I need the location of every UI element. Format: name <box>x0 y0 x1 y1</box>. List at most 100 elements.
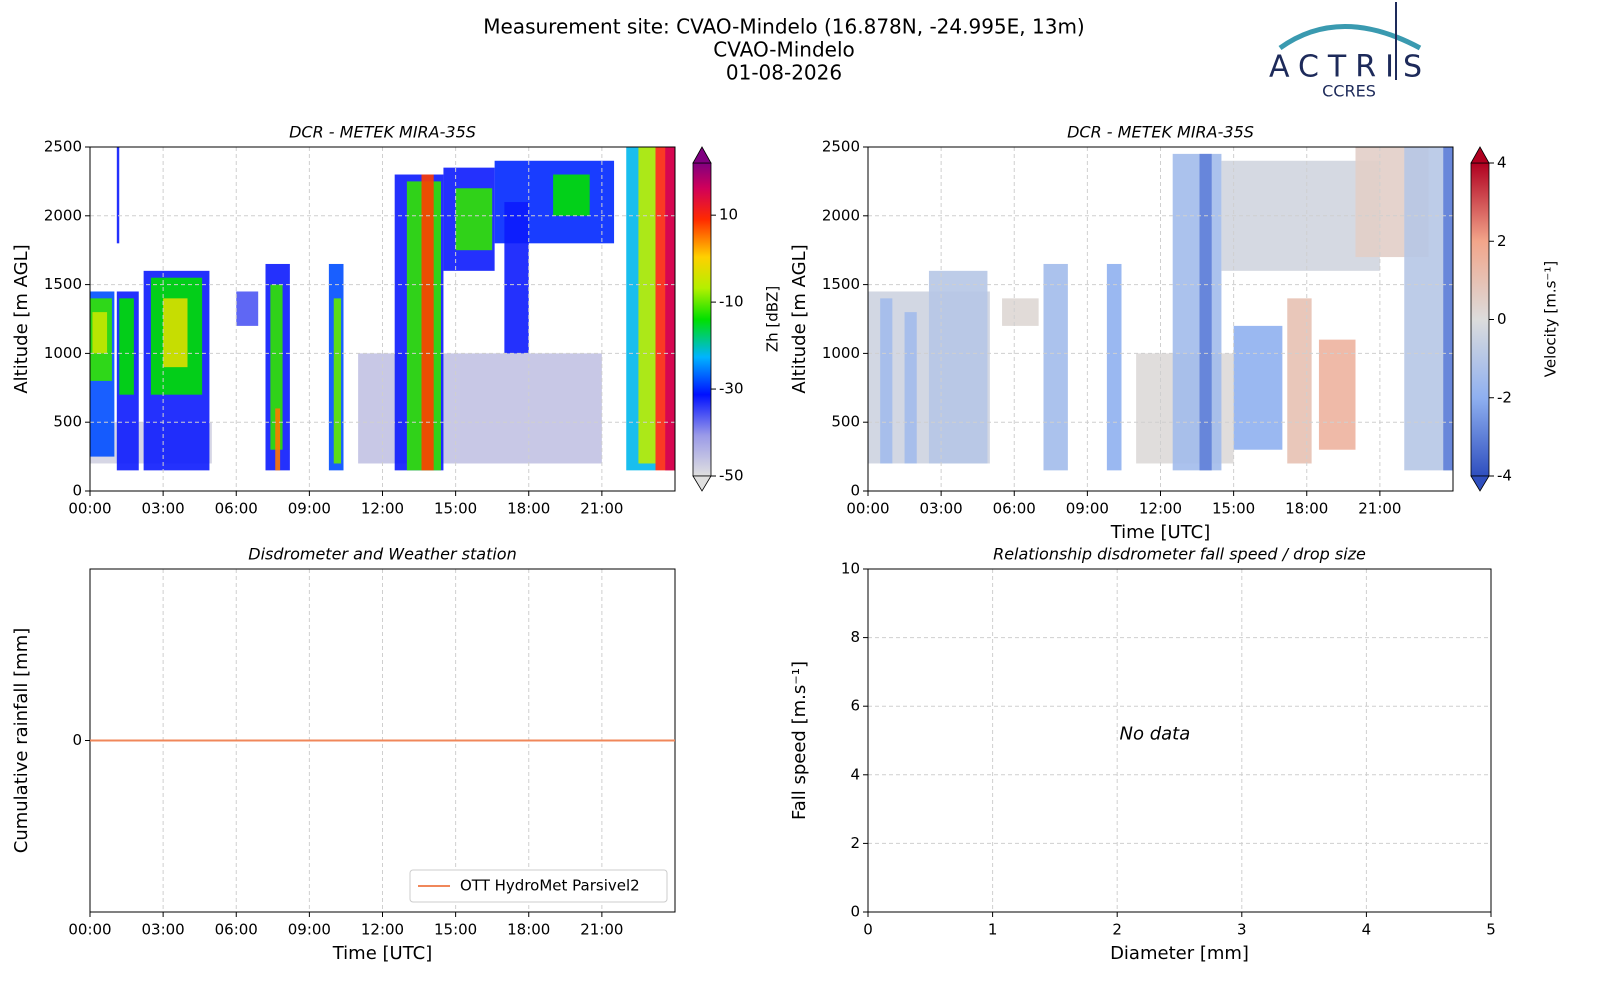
y-tick-label: 6 <box>850 697 860 715</box>
x-tick-label: 09:00 <box>288 921 331 939</box>
y-tick-label: 4 <box>850 765 860 783</box>
radar-cell <box>1318 339 1356 450</box>
x-tick-label: 09:00 <box>288 500 331 518</box>
x-tick-label: 06:00 <box>215 921 258 939</box>
colorbar-extend <box>692 475 712 492</box>
y-tick-label: 0 <box>72 731 82 749</box>
x-tick-label: 03:00 <box>142 500 185 518</box>
colorbar <box>1470 162 1490 477</box>
x-tick-label: 0 <box>863 921 873 939</box>
x-axis-label: Diameter [mm] <box>1110 943 1249 964</box>
colorbar-tick-label: -50 <box>719 467 744 485</box>
panel-title: Relationship disdrometer fall speed / dr… <box>993 545 1366 564</box>
y-tick-label: 500 <box>53 413 82 431</box>
y-axis-label: Altitude [m AGL] <box>11 244 32 393</box>
radar-cell <box>1233 325 1283 450</box>
y-tick-label: 2000 <box>822 206 860 224</box>
x-tick-label: 03:00 <box>920 500 963 518</box>
radar-cell <box>1106 263 1122 471</box>
annotation: No data <box>1120 724 1191 745</box>
x-tick-label: 4 <box>1362 921 1372 939</box>
radar-cell <box>1199 153 1212 471</box>
x-tick-label: 00:00 <box>68 500 111 518</box>
y-tick-label: 1500 <box>44 275 82 293</box>
panel-title: DCR - METEK MIRA-35S <box>1067 123 1254 142</box>
radar-cell <box>1172 153 1222 471</box>
y-tick-label: 1000 <box>822 344 860 362</box>
x-tick-label: 21:00 <box>1358 500 1401 518</box>
radar-cell <box>504 202 529 354</box>
logo-text: ACTRIS <box>1269 50 1431 85</box>
x-tick-label: 21:00 <box>580 921 623 939</box>
y-tick-label: 0 <box>850 903 860 921</box>
plot-frame <box>867 146 1454 492</box>
radar-cell <box>92 312 108 354</box>
radar-cell <box>116 147 120 244</box>
x-tick-label: 12:00 <box>361 500 404 518</box>
radar-cell <box>928 270 988 464</box>
y-tick-label: 2500 <box>44 138 82 156</box>
radar-cell <box>1443 147 1453 471</box>
x-tick-label: 21:00 <box>580 500 623 518</box>
header-line: CVAO-Mindelo <box>713 38 855 62</box>
radar-cell <box>1002 298 1039 326</box>
legend-label: OTT HydroMet Parsivel2 <box>460 877 640 895</box>
radar-cell <box>275 408 281 471</box>
x-tick-label: 5 <box>1486 921 1496 939</box>
header-line: 01-08-2026 <box>726 61 842 85</box>
colorbar-tick-label: -2 <box>1497 388 1512 406</box>
x-tick-label: 09:00 <box>1066 500 1109 518</box>
colorbar-label: Zh [dBZ] <box>764 286 782 352</box>
y-tick-label: 0 <box>850 482 860 500</box>
x-tick-label: 2 <box>1112 921 1122 939</box>
plot-frame <box>867 568 1492 913</box>
logo-subtext: CCRES <box>1322 82 1376 101</box>
x-tick-label: 15:00 <box>434 921 477 939</box>
colorbar-extend <box>692 146 712 164</box>
colorbar-extend <box>1470 475 1490 492</box>
x-tick-label: 03:00 <box>142 921 185 939</box>
x-tick-label: 15:00 <box>1212 500 1255 518</box>
colorbar-tick-label: 2 <box>1497 232 1507 250</box>
x-tick-label: 15:00 <box>434 500 477 518</box>
logo: ACTRIS CCRES <box>1269 2 1431 101</box>
x-tick-label: 3 <box>1237 921 1247 939</box>
colorbar <box>692 162 712 477</box>
radar-cell <box>880 298 893 464</box>
y-tick-label: 0 <box>72 482 82 500</box>
y-tick-label: 2000 <box>44 206 82 224</box>
x-axis-label: Time [UTC] <box>332 943 433 964</box>
header-line: Measurement site: CVAO-Mindelo (16.878N,… <box>483 15 1084 39</box>
colorbar-tick-label: -4 <box>1497 467 1512 485</box>
y-tick-label: 1000 <box>44 344 82 362</box>
x-tick-label: 18:00 <box>507 500 550 518</box>
radar-cell <box>455 188 493 251</box>
y-tick-label: 1500 <box>822 275 860 293</box>
colorbar-tick-label: -10 <box>719 293 744 311</box>
radar-cell <box>1043 263 1068 471</box>
radar-cell <box>163 298 188 368</box>
x-tick-label: 12:00 <box>361 921 404 939</box>
x-axis-label: Time [UTC] <box>1110 522 1211 543</box>
colorbar-tick-label: 0 <box>1497 310 1507 328</box>
x-tick-label: 06:00 <box>215 500 258 518</box>
colorbar-extend <box>1470 146 1490 164</box>
panel-title: Disdrometer and Weather station <box>248 545 516 564</box>
radar-cell <box>421 174 434 471</box>
y-axis-label: Fall speed [m.s⁻¹] <box>789 661 810 820</box>
radar-cell <box>1287 298 1312 464</box>
x-tick-label: 00:00 <box>846 500 889 518</box>
panel-title: DCR - METEK MIRA-35S <box>289 123 476 142</box>
y-axis-label: Altitude [m AGL] <box>789 244 810 393</box>
y-axis-label: Cumulative rainfall [mm] <box>11 628 32 854</box>
x-tick-label: 1 <box>988 921 998 939</box>
radar-cell <box>333 298 342 464</box>
plot-frame <box>89 146 676 492</box>
radar-cell <box>236 291 259 326</box>
radar-cell <box>119 298 134 395</box>
radar-cell <box>665 147 675 471</box>
y-tick-label: 10 <box>841 560 860 578</box>
colorbar-tick-label: 10 <box>719 206 738 224</box>
x-tick-label: 18:00 <box>1285 500 1328 518</box>
